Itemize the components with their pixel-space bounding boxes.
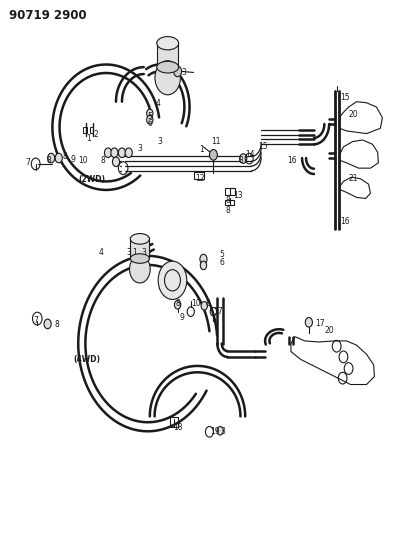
Circle shape bbox=[146, 116, 153, 124]
Circle shape bbox=[305, 318, 312, 327]
Ellipse shape bbox=[130, 233, 149, 244]
Text: 3: 3 bbox=[182, 68, 186, 77]
Bar bbox=[130, 237, 149, 259]
Text: 6: 6 bbox=[148, 119, 153, 128]
Ellipse shape bbox=[157, 37, 179, 50]
Text: 8: 8 bbox=[205, 299, 210, 308]
Circle shape bbox=[47, 154, 55, 163]
Text: 4: 4 bbox=[156, 99, 161, 108]
Text: 15: 15 bbox=[341, 93, 350, 102]
Text: 14: 14 bbox=[245, 150, 255, 159]
Text: 3: 3 bbox=[138, 144, 143, 153]
Ellipse shape bbox=[130, 254, 149, 263]
Circle shape bbox=[174, 301, 181, 309]
Circle shape bbox=[209, 150, 217, 160]
Circle shape bbox=[158, 261, 187, 300]
Bar bbox=[170, 417, 178, 427]
Text: 12: 12 bbox=[196, 174, 205, 183]
Text: 6: 6 bbox=[219, 258, 224, 266]
Circle shape bbox=[200, 261, 207, 270]
Text: 20: 20 bbox=[349, 110, 358, 119]
Text: 8: 8 bbox=[46, 156, 51, 165]
Text: 3: 3 bbox=[126, 248, 131, 257]
Text: 5: 5 bbox=[219, 251, 224, 260]
Text: 19: 19 bbox=[211, 427, 220, 437]
Text: 16: 16 bbox=[287, 156, 296, 165]
Text: 1: 1 bbox=[132, 248, 136, 257]
Text: 9: 9 bbox=[180, 312, 184, 321]
Bar bbox=[157, 41, 178, 67]
Text: 3: 3 bbox=[141, 248, 146, 257]
Text: 7: 7 bbox=[26, 158, 30, 167]
Text: (4WD): (4WD) bbox=[73, 355, 101, 364]
Text: 8: 8 bbox=[225, 206, 230, 215]
Text: 90719 2900: 90719 2900 bbox=[10, 9, 87, 21]
Circle shape bbox=[155, 61, 180, 95]
Text: 7: 7 bbox=[33, 316, 38, 325]
Text: 18: 18 bbox=[174, 423, 183, 432]
Bar bbox=[225, 200, 234, 205]
Circle shape bbox=[125, 148, 132, 158]
Circle shape bbox=[113, 157, 120, 166]
Text: 1: 1 bbox=[200, 145, 204, 154]
Text: 8: 8 bbox=[176, 299, 180, 308]
Text: 10: 10 bbox=[191, 299, 200, 308]
Text: 8: 8 bbox=[54, 320, 59, 329]
Circle shape bbox=[44, 319, 51, 329]
Text: 5: 5 bbox=[148, 112, 153, 121]
Circle shape bbox=[55, 154, 62, 163]
Text: 3: 3 bbox=[158, 137, 163, 146]
Text: (2WD): (2WD) bbox=[78, 175, 105, 184]
Text: 10: 10 bbox=[78, 156, 88, 165]
Ellipse shape bbox=[157, 61, 179, 73]
Circle shape bbox=[200, 254, 207, 264]
Text: 16: 16 bbox=[341, 217, 350, 227]
Text: 8: 8 bbox=[239, 156, 243, 165]
Text: 17: 17 bbox=[213, 307, 223, 316]
Bar bbox=[194, 172, 204, 179]
Text: 4: 4 bbox=[99, 248, 104, 257]
Text: 2: 2 bbox=[93, 130, 98, 139]
Text: 8: 8 bbox=[100, 156, 105, 165]
Circle shape bbox=[119, 148, 126, 158]
Bar bbox=[225, 188, 235, 195]
Bar bbox=[90, 127, 93, 133]
Text: 1: 1 bbox=[86, 134, 91, 143]
Circle shape bbox=[105, 148, 112, 158]
Circle shape bbox=[174, 66, 182, 77]
Text: 11: 11 bbox=[211, 137, 221, 146]
Circle shape bbox=[240, 154, 247, 164]
Circle shape bbox=[146, 109, 153, 118]
Text: 8: 8 bbox=[225, 196, 230, 205]
Text: 15: 15 bbox=[258, 142, 268, 151]
Text: 21: 21 bbox=[349, 174, 358, 183]
Circle shape bbox=[217, 426, 223, 435]
Text: 9: 9 bbox=[70, 155, 75, 164]
Circle shape bbox=[111, 148, 118, 158]
Text: 20: 20 bbox=[325, 326, 334, 335]
Circle shape bbox=[201, 302, 207, 310]
Text: 3: 3 bbox=[221, 427, 225, 437]
Bar bbox=[83, 127, 87, 133]
Circle shape bbox=[130, 255, 150, 283]
Text: 17: 17 bbox=[315, 319, 324, 328]
Text: 8: 8 bbox=[62, 152, 67, 161]
Text: 13: 13 bbox=[233, 191, 243, 200]
